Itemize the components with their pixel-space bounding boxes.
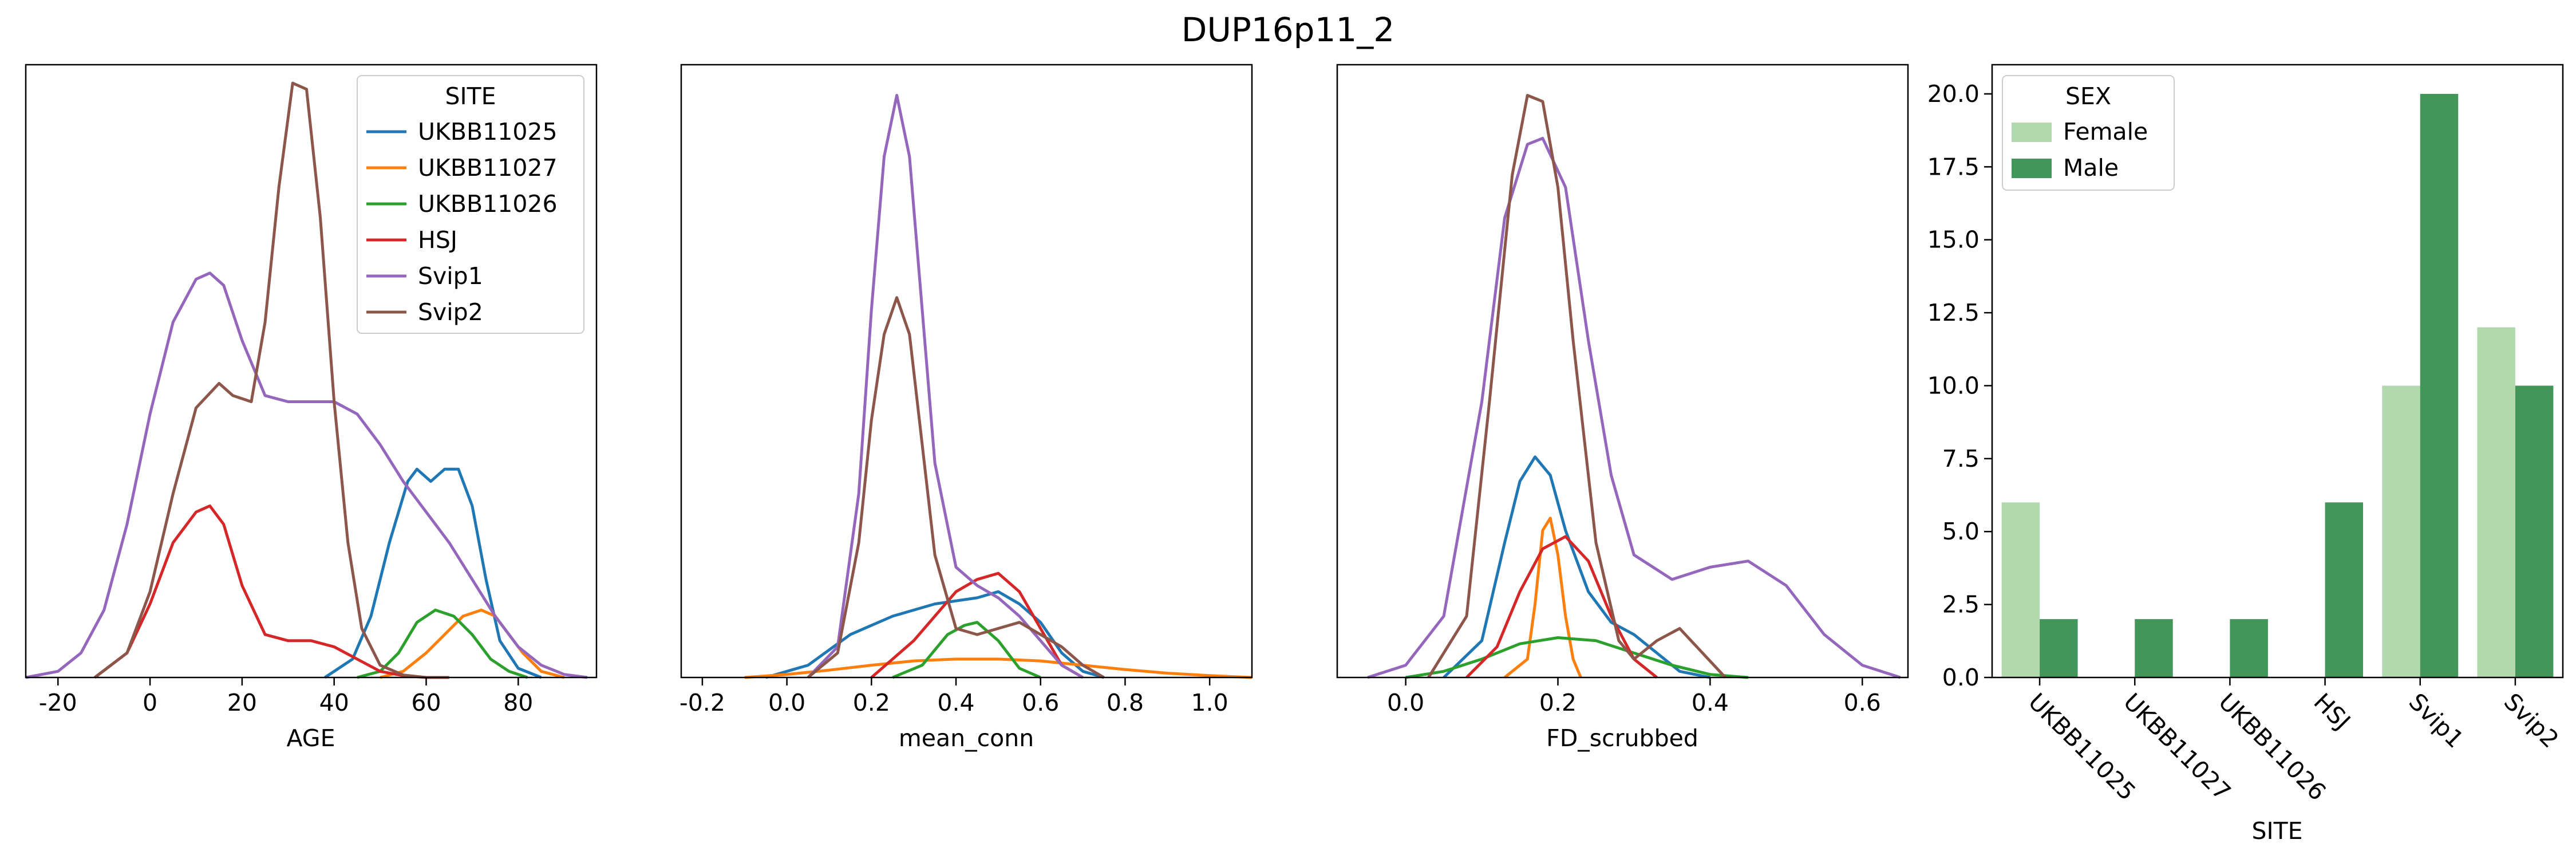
kde-line-svip2 xyxy=(1427,94,1726,679)
x-axis-label: mean_conn xyxy=(899,724,1034,752)
age-kde-panel: AGE -20 0 20 40 60 80 xyxy=(25,64,598,752)
plot-frame xyxy=(680,64,1253,679)
legend-frame xyxy=(357,75,584,334)
kde-line-ukbb11027 xyxy=(1503,517,1582,679)
legend-swatch-female xyxy=(2012,123,2052,142)
bar-ukbb11027-male xyxy=(2135,619,2173,677)
legend-label-svip1: Svip1 xyxy=(418,262,483,290)
kde-line-svip1 xyxy=(1367,136,1901,679)
legend-label-svip2: Svip2 xyxy=(418,298,483,326)
x-tick-label: 0.6 xyxy=(1022,689,1059,716)
kde-line-hsj xyxy=(870,572,1084,679)
y-tick-label: 7.5 xyxy=(1942,445,1980,472)
x-tick-label: -20 xyxy=(39,689,77,716)
bar-ukbb11025-male xyxy=(2040,619,2078,677)
y-tick-label: 2.5 xyxy=(1942,591,1980,618)
legend-label-male: Male xyxy=(2063,154,2119,182)
kde-line-ukbb11025 xyxy=(1443,455,1710,679)
x-tick-label: 0.2 xyxy=(1539,689,1577,716)
bar-svip1-female xyxy=(2382,385,2420,677)
bar-svip2-female xyxy=(2477,327,2515,677)
x-tick-label: 0.8 xyxy=(1107,689,1144,716)
legend-swatch-male xyxy=(2012,159,2052,178)
bar-ukbb11025-female xyxy=(2001,502,2040,677)
kde-line-svip2 xyxy=(94,81,449,679)
bar-svip2-male xyxy=(2515,385,2554,677)
bar-ukbb11026-male xyxy=(2230,619,2268,677)
x-tick-label: Svip2 xyxy=(2499,688,2564,753)
legend-label-female: Female xyxy=(2063,118,2148,145)
x-tick-label: 0.4 xyxy=(1692,689,1729,716)
plot-frame xyxy=(1336,64,1909,679)
y-tick-label: 20.0 xyxy=(1927,80,1980,108)
x-tick-label: 1.0 xyxy=(1191,689,1228,716)
plot-frame xyxy=(1991,64,2564,679)
x-tick-label: 0.2 xyxy=(853,689,890,716)
x-tick-label: 0.6 xyxy=(1844,689,1881,716)
kde-line-svip1 xyxy=(25,271,588,679)
x-tick-label: 80 xyxy=(503,689,533,716)
x-axis-label: AGE xyxy=(286,724,335,752)
plot-frame xyxy=(25,64,598,679)
mean-conn-kde-panel: mean_conn -0.2 0.0 0.2 0.4 0.6 0.8 1.0 xyxy=(679,64,1253,752)
x-tick-label: 40 xyxy=(319,689,349,716)
y-tick-label: 0.0 xyxy=(1942,664,1980,691)
legend-title: SITE xyxy=(445,82,496,110)
sex-legend: SEX Female Male xyxy=(2002,75,2175,191)
x-tick-label: 0.4 xyxy=(937,689,974,716)
kde-line-ukbb11025 xyxy=(324,467,542,679)
kde-line-ukbb11026 xyxy=(357,608,528,679)
x-tick-label: 0.0 xyxy=(768,689,805,716)
kde-line-ukbb11027 xyxy=(380,608,565,679)
kde-line-ukbb11027 xyxy=(744,657,1253,679)
kde-line-ukbb11026 xyxy=(892,621,1041,679)
kde-line-hsj xyxy=(1465,535,1658,679)
x-tick-label: 0.0 xyxy=(1387,689,1424,716)
site-legend: SITE UKBB11025 UKBB11027 UKBB11026 HSJ Svip1… xyxy=(357,75,584,334)
x-tick-label: Svip1 xyxy=(2404,688,2469,753)
kde-line-ukbb11025 xyxy=(765,590,1105,679)
x-axis-label: FD_scrubbed xyxy=(1546,724,1698,752)
x-tick-label: 60 xyxy=(411,689,441,716)
y-tick-label: 5.0 xyxy=(1942,518,1980,545)
legend-label-ukbb11027: UKBB11027 xyxy=(418,154,558,182)
bar-svip1-male xyxy=(2420,93,2459,677)
y-tick-label: 17.5 xyxy=(1927,153,1980,180)
x-tick-label: HSJ xyxy=(2309,688,2356,735)
x-tick-label: 0 xyxy=(143,689,157,716)
legend-label-ukbb11026: UKBB11026 xyxy=(418,190,558,218)
x-tick-label: 20 xyxy=(227,689,257,716)
x-tick-label: -0.2 xyxy=(679,689,725,716)
bar-hsj-male xyxy=(2325,502,2364,677)
kde-line-ukbb11026 xyxy=(1405,636,1748,679)
y-tick-label: 12.5 xyxy=(1927,299,1980,326)
kde-line-svip2 xyxy=(807,296,1105,679)
y-tick-label: 15.0 xyxy=(1927,226,1980,254)
legend-title: SEX xyxy=(2065,82,2111,110)
legend-label-ukbb11025: UKBB11025 xyxy=(418,118,558,145)
kde-line-hsj xyxy=(94,504,426,679)
y-tick-label: 10.0 xyxy=(1927,372,1980,399)
figure-title: DUP16p11_2 xyxy=(1182,10,1394,49)
legend-label-hsj: HSJ xyxy=(418,226,457,254)
x-axis-label: SITE xyxy=(2251,817,2302,845)
fd-scrubbed-kde-panel: FD_scrubbed 0.0 0.2 0.4 0.6 xyxy=(1336,64,1909,752)
